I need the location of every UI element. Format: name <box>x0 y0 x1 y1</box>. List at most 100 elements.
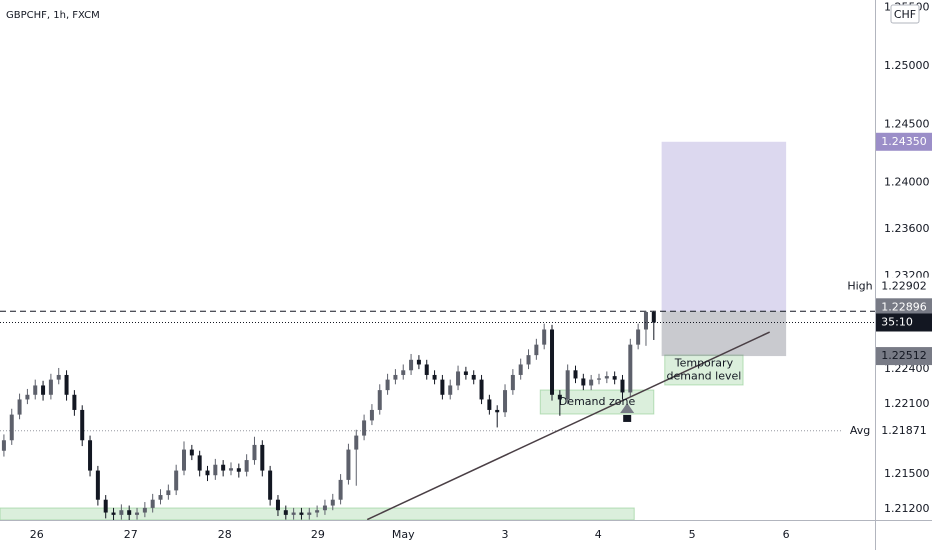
price-label-box <box>876 132 932 151</box>
candle-body <box>41 385 46 395</box>
price-label-name-box <box>842 421 875 440</box>
candle-body <box>581 378 586 386</box>
price-label: 1.22896 <box>881 300 927 313</box>
y-tick-label: 1.22100 <box>884 397 930 410</box>
candle-body <box>620 379 625 393</box>
price-label: 1.24350 <box>881 135 927 148</box>
y-tick-label: 1.21500 <box>884 467 930 480</box>
y-tick-label: 1.22400 <box>884 362 930 375</box>
candle-body <box>72 394 77 410</box>
candle-body <box>463 371 468 375</box>
price-label: 1.22902 <box>881 280 927 293</box>
price-label-box <box>876 277 932 296</box>
target-box <box>661 141 787 312</box>
price-label-box <box>876 347 932 366</box>
candle-body <box>534 344 539 356</box>
candle-body <box>221 464 226 471</box>
candle-body <box>88 440 93 471</box>
candle-body <box>565 370 570 400</box>
candle-body <box>557 394 562 400</box>
x-tick-label: 4 <box>595 528 602 541</box>
candle-body <box>393 374 398 380</box>
currency-badge[interactable] <box>890 4 920 24</box>
candle-body <box>636 329 641 345</box>
candle-body <box>510 374 515 391</box>
candle-body <box>80 409 85 441</box>
candle-body <box>275 499 280 511</box>
candle-body <box>479 379 484 400</box>
candle-body <box>260 444 265 471</box>
y-tick-label: 1.24000 <box>884 176 930 189</box>
candle-body <box>213 464 218 476</box>
candle-body <box>354 435 359 450</box>
candle-body <box>401 370 406 375</box>
y-tick-label: 1.23600 <box>884 222 930 235</box>
candle-body <box>33 385 38 395</box>
y-tick-label: 1.21200 <box>884 502 930 515</box>
candle-body <box>142 507 147 513</box>
price-label-name: High <box>847 280 872 293</box>
candle-body <box>252 444 257 461</box>
candle-body <box>236 468 241 472</box>
candle-body <box>440 379 445 395</box>
y-tick-label: 1.25000 <box>884 59 930 72</box>
price-label-name-box <box>842 277 875 296</box>
candle-body <box>166 490 171 496</box>
candle-body <box>268 470 273 500</box>
candle-body <box>369 409 374 421</box>
zone <box>664 354 744 386</box>
candle-body <box>307 512 312 515</box>
candle-body <box>299 512 304 515</box>
candle-body <box>456 371 461 386</box>
candle-body <box>338 479 343 500</box>
x-tick-label: 5 <box>689 528 696 541</box>
trend-line <box>366 331 771 521</box>
zone-label: Demand zone <box>559 395 636 408</box>
candle-body <box>604 376 609 379</box>
candle-body <box>542 329 547 345</box>
candle-body <box>503 390 508 413</box>
zone-label: demand level <box>667 370 742 383</box>
signal-arrow <box>620 402 635 413</box>
x-tick-label: 6 <box>783 528 790 541</box>
candle-body <box>103 499 108 513</box>
y-tick-label: 1.24500 <box>884 117 930 130</box>
candle-body <box>385 379 390 391</box>
candle-body <box>573 370 578 379</box>
candle-body <box>48 379 53 395</box>
chart-title: GBPCHF, 1h, FXCM <box>6 10 100 21</box>
candle-body <box>205 470 210 476</box>
countdown: 35:10 <box>881 315 913 328</box>
x-tick-label: May <box>392 528 415 541</box>
candle-body <box>150 499 155 508</box>
countdown-box <box>876 313 932 332</box>
candle-body <box>589 379 594 386</box>
price-label-box <box>876 421 932 440</box>
candle-body <box>362 420 367 436</box>
candle-body <box>197 455 202 471</box>
candle-body <box>409 359 414 371</box>
signal-marker <box>623 414 632 422</box>
candle-body <box>377 390 382 410</box>
candle-body <box>158 495 163 500</box>
candle-body <box>244 460 249 472</box>
x-tick-label: 28 <box>218 528 232 541</box>
zone <box>539 389 655 415</box>
candle-body <box>322 505 327 511</box>
candle-body <box>119 510 124 515</box>
candle-body <box>291 512 296 515</box>
candle-body <box>127 510 132 515</box>
candle-body <box>346 449 351 480</box>
candle-body <box>432 374 437 380</box>
candle-body <box>17 399 22 415</box>
candle-body <box>135 512 140 515</box>
zone-label: Temporary <box>674 357 734 370</box>
x-tick-label: 3 <box>502 528 509 541</box>
candle-body <box>448 385 453 395</box>
currency: CHF <box>894 8 916 21</box>
candle-body <box>550 329 555 395</box>
candle-body <box>283 510 288 515</box>
candle-body <box>9 414 14 441</box>
